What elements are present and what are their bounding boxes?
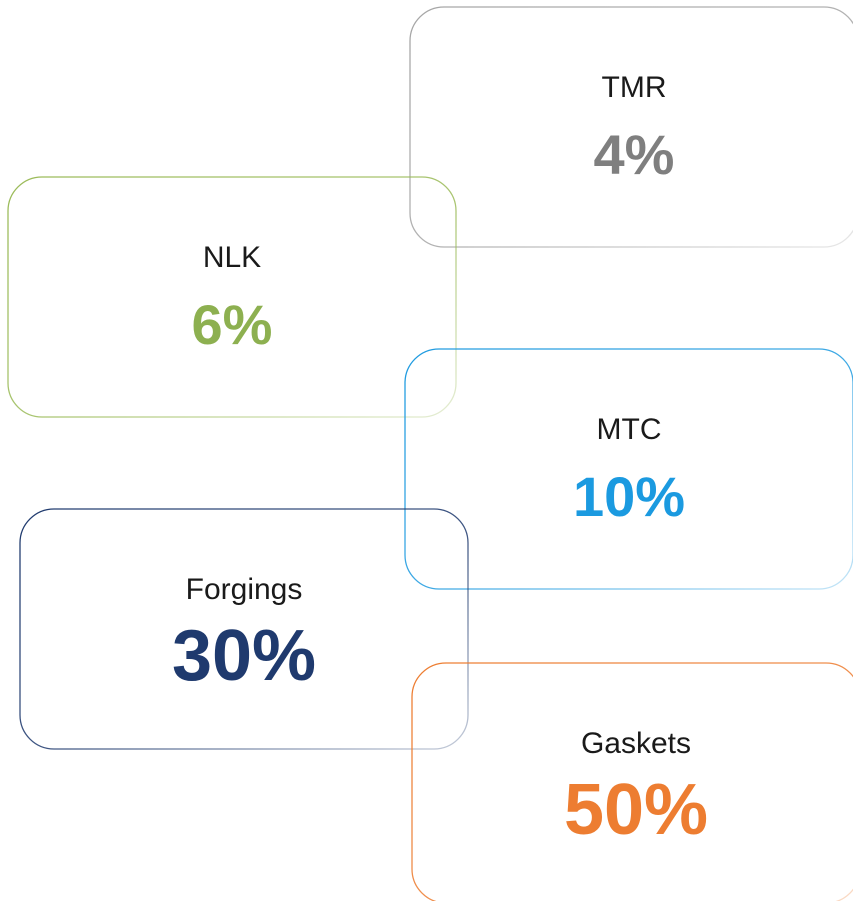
- card-value: 4%: [594, 123, 675, 186]
- card-border: [409, 6, 853, 248]
- card-border: [411, 662, 853, 901]
- card-value: 6%: [192, 293, 273, 356]
- card-label: NLK: [203, 241, 261, 274]
- card-value: 10%: [573, 465, 685, 528]
- card-border: [19, 508, 469, 750]
- card-border: [7, 176, 457, 418]
- card-label: MTC: [597, 413, 662, 446]
- card-label: Forgings: [186, 573, 303, 606]
- card-label: TMR: [602, 71, 667, 104]
- card-value: 30%: [172, 616, 316, 696]
- card-border: [404, 348, 853, 590]
- card-value: 50%: [564, 770, 708, 850]
- card-label: Gaskets: [581, 727, 691, 760]
